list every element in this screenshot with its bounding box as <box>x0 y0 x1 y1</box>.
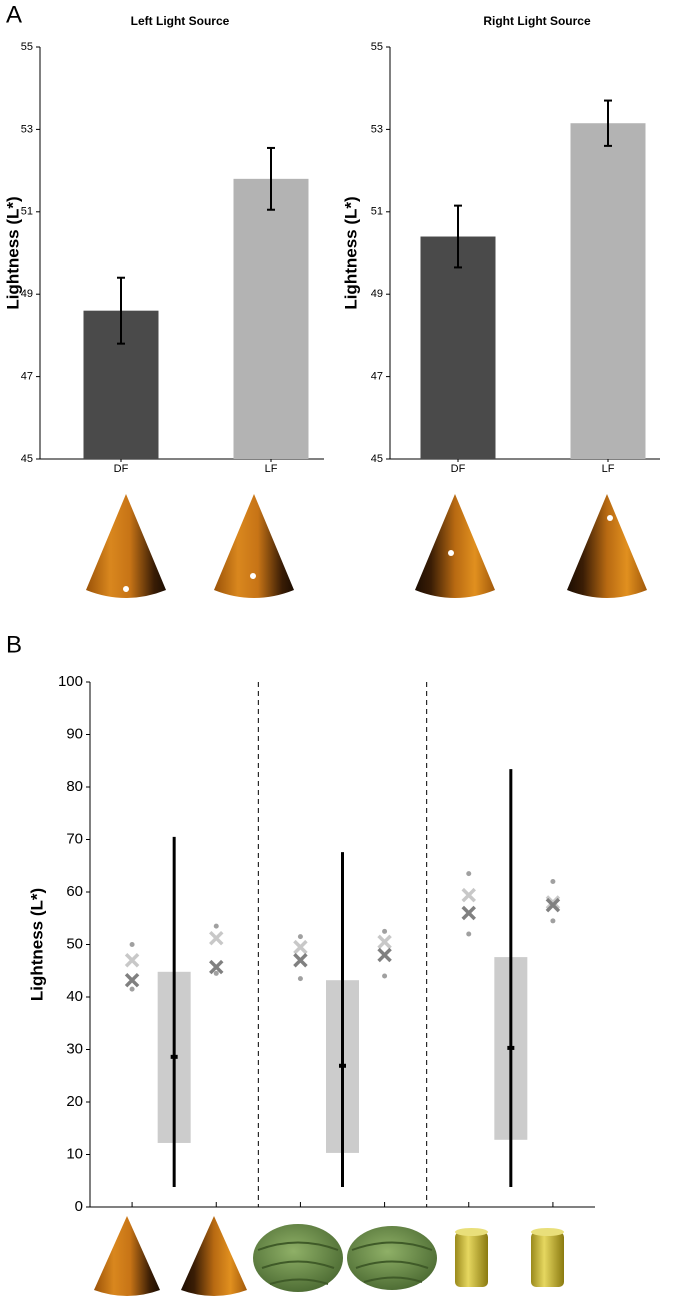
stimulus-images <box>86 494 647 1296</box>
cross-marker <box>293 939 308 955</box>
cross-marker <box>545 897 561 913</box>
bar <box>570 123 646 459</box>
y-axis-label: Lightness (L*) <box>3 196 22 309</box>
y-tick-label: 53 <box>21 123 33 135</box>
y-tick-label: 53 <box>371 123 383 135</box>
cross-marker <box>377 947 392 963</box>
y-axis-label: Lightness (L*) <box>27 888 46 1001</box>
dot-marker <box>129 986 135 992</box>
y-tick-label: 60 <box>66 883 83 900</box>
dot-marker <box>129 942 135 947</box>
cross-marker <box>209 959 224 975</box>
cross-marker <box>293 953 308 968</box>
y-tick-label: 49 <box>371 288 383 300</box>
y-tick-label: 80 <box>66 778 83 795</box>
dot-marker <box>550 879 556 884</box>
y-tick-label: 30 <box>66 1040 83 1057</box>
range-mean <box>507 1045 515 1050</box>
cross-marker <box>124 953 140 968</box>
cross-marker <box>377 934 392 950</box>
bar <box>233 178 309 459</box>
cross-marker <box>545 895 561 910</box>
y-tick-label: 100 <box>58 673 83 690</box>
range-mean <box>339 1063 346 1068</box>
range-mean <box>170 1054 178 1059</box>
y-tick-label: 51 <box>21 206 33 218</box>
y-tick-label: 51 <box>371 206 383 218</box>
cross-marker <box>461 887 476 903</box>
y-tick-label: 90 <box>66 725 83 742</box>
panel-label: B <box>6 631 22 658</box>
dot-marker <box>466 871 472 877</box>
y-tick-label: 47 <box>371 371 383 383</box>
y-tick-label: 55 <box>21 41 33 53</box>
y-tick-label: 10 <box>66 1145 83 1162</box>
bar <box>420 236 496 459</box>
y-tick-label: 70 <box>66 830 83 847</box>
y-tick-label: 49 <box>21 288 33 300</box>
x-tick-label: DF <box>114 463 129 475</box>
cross-marker <box>124 972 140 988</box>
x-tick-label: LF <box>602 463 615 475</box>
dot-marker <box>382 973 388 979</box>
dot-marker <box>297 976 303 982</box>
dot-marker <box>466 931 472 937</box>
dot-marker <box>550 918 556 924</box>
dot-marker <box>382 928 388 934</box>
y-tick-label: 20 <box>66 1093 83 1110</box>
cross-marker <box>461 905 476 921</box>
y-tick-label: 47 <box>21 371 33 383</box>
x-tick-label: LF <box>265 463 278 475</box>
y-tick-label: 50 <box>66 935 83 952</box>
y-tick-label: 55 <box>371 41 383 53</box>
dot-marker <box>213 923 219 929</box>
x-tick-label: DF <box>451 463 466 475</box>
chart-title: Left Light Source <box>131 14 230 28</box>
dot-marker <box>297 934 303 940</box>
panel-label: A <box>6 1 22 28</box>
cross-marker <box>209 930 224 946</box>
y-tick-label: 40 <box>66 988 83 1005</box>
y-tick-label: 45 <box>21 453 33 465</box>
y-tick-label: 45 <box>371 453 383 465</box>
y-axis-label: Lightness (L*) <box>341 196 360 309</box>
chart-title: Right Light Source <box>483 14 591 28</box>
y-tick-label: 0 <box>75 1198 83 1215</box>
dot-marker <box>213 970 219 976</box>
